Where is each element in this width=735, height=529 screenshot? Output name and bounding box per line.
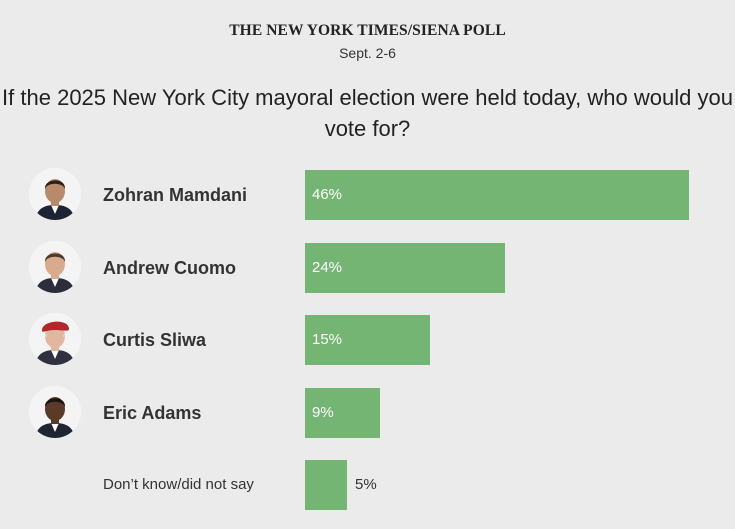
category-label: Zohran Mamdani xyxy=(103,185,248,205)
data-label: 5% xyxy=(355,476,377,493)
candidate-avatar xyxy=(29,313,81,365)
data-label: 46% xyxy=(312,186,343,203)
bar xyxy=(305,170,689,220)
category-label: Andrew Cuomo xyxy=(103,258,236,278)
candidate-avatar xyxy=(29,241,81,293)
chart-row: Zohran Mamdani 46% xyxy=(0,168,735,220)
data-label: 24% xyxy=(312,259,343,276)
category-label: Don’t know/did not say xyxy=(103,476,254,493)
candidate-avatar xyxy=(29,386,81,438)
bar xyxy=(305,460,347,510)
chart-row: Don’t know/did not say 5% xyxy=(0,460,735,510)
data-label: 15% xyxy=(312,331,343,348)
data-label: 9% xyxy=(312,404,334,421)
poll-kicker: THE NEW YORK TIMES/SIENA POLL xyxy=(229,22,506,39)
chart-row: Eric Adams 9% xyxy=(0,386,735,438)
bar xyxy=(305,243,505,293)
bar xyxy=(305,315,430,365)
chart-header: THE NEW YORK TIMES/SIENA POLL Sept. 2-6 xyxy=(0,22,735,61)
bar xyxy=(305,388,380,438)
chart-row: Andrew Cuomo 24% xyxy=(0,241,735,293)
poll-dates: Sept. 2-6 xyxy=(339,45,396,61)
chart-row: Curtis Sliwa 15% xyxy=(0,313,735,365)
category-label: Curtis Sliwa xyxy=(103,330,207,350)
chart-title: If the 2025 New York City mayoral electi… xyxy=(2,85,733,141)
candidate-avatar xyxy=(29,168,81,220)
category-label: Eric Adams xyxy=(103,403,202,423)
